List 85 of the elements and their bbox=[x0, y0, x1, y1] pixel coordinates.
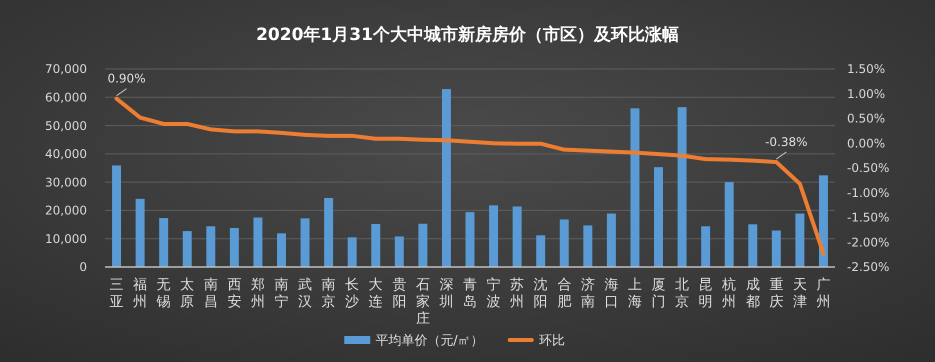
x-tick-label: 合肥 bbox=[557, 277, 572, 310]
bar bbox=[489, 205, 498, 267]
x-tick-label: 福州 bbox=[133, 277, 148, 310]
bar bbox=[371, 224, 380, 267]
x-tick-label: 深圳 bbox=[438, 277, 454, 310]
data-label: 0.90% bbox=[107, 72, 146, 86]
y2-tick-label: 0.50% bbox=[847, 112, 886, 126]
y-tick-label: 20,000 bbox=[45, 204, 87, 218]
legend-label: 平均单价（元/㎡） bbox=[375, 334, 484, 349]
y2-tick-label: -1.00% bbox=[847, 186, 890, 200]
x-tick-label: 上海 bbox=[628, 277, 642, 310]
bar bbox=[277, 233, 286, 267]
y2-tick-label: 1.50% bbox=[847, 62, 886, 76]
x-tick-label: 南京 bbox=[322, 277, 336, 310]
x-tick-label: 青岛 bbox=[463, 277, 477, 310]
x-tick-label: 昆明 bbox=[698, 277, 713, 310]
bar bbox=[159, 218, 168, 267]
y-tick-label: 0 bbox=[79, 260, 87, 274]
bar bbox=[772, 230, 781, 267]
x-tick-label: 郑州 bbox=[250, 277, 265, 310]
bar bbox=[253, 218, 262, 267]
bar bbox=[818, 175, 828, 267]
y-tick-label: 40,000 bbox=[45, 147, 87, 162]
bar bbox=[630, 108, 640, 267]
x-tick-label: 济南 bbox=[580, 277, 595, 310]
bar bbox=[394, 236, 404, 267]
x-tick-label: 重庆 bbox=[769, 277, 784, 310]
bar bbox=[701, 226, 710, 267]
bar bbox=[348, 237, 357, 267]
x-tick-label: 杭州 bbox=[721, 277, 736, 310]
x-tick-label: 沈阳 bbox=[534, 277, 548, 310]
y2-tick-label: 1.00% bbox=[847, 86, 886, 101]
bar bbox=[583, 225, 592, 267]
y2-tick-label: -2.50% bbox=[847, 260, 890, 274]
x-tick-label: 三亚 bbox=[110, 277, 124, 310]
bar bbox=[136, 198, 145, 267]
x-tick-label: 无锡 bbox=[156, 277, 171, 310]
x-tick-label: 厦门 bbox=[652, 277, 666, 310]
x-tick-label: 天津 bbox=[792, 277, 807, 310]
x-tick-label: 大连 bbox=[368, 277, 383, 310]
bar bbox=[442, 89, 451, 267]
x-tick-label: 太原 bbox=[180, 277, 194, 310]
bar bbox=[748, 224, 758, 267]
x-tick-label: 长沙 bbox=[345, 277, 360, 310]
bar bbox=[182, 231, 192, 267]
x-tick-label: 贵阳 bbox=[392, 277, 406, 310]
x-tick-label: 海口 bbox=[604, 277, 618, 310]
x-tick-label: 西安 bbox=[227, 277, 242, 310]
bar bbox=[466, 212, 474, 267]
bar bbox=[230, 228, 239, 267]
y-tick-label: 60,000 bbox=[45, 90, 87, 104]
x-tick-label: 南昌 bbox=[204, 277, 218, 310]
chart-title: 2020年1月31个大中城市新房房价（市区）及环比涨幅 bbox=[256, 25, 679, 45]
y2-tick-label: -2.00% bbox=[847, 235, 890, 250]
x-tick-label: 石家庄 bbox=[416, 277, 430, 327]
x-tick-label: 广州 bbox=[816, 277, 830, 310]
x-tick-label: 南宁 bbox=[274, 277, 288, 310]
bar bbox=[678, 107, 687, 267]
y-tick-label: 10,000 bbox=[45, 232, 87, 246]
bar bbox=[724, 182, 734, 267]
bar bbox=[512, 206, 522, 267]
x-tick-label: 苏州 bbox=[510, 277, 524, 310]
bar bbox=[418, 224, 428, 267]
data-label: -0.38% bbox=[765, 135, 808, 150]
legend-label: 环比 bbox=[538, 334, 565, 349]
bar bbox=[536, 235, 546, 267]
y-tick-label: 50,000 bbox=[45, 118, 87, 133]
y-tick-label: 30,000 bbox=[45, 175, 87, 190]
bar bbox=[795, 214, 804, 267]
line-series bbox=[114, 96, 826, 256]
x-tick-label: 北京 bbox=[675, 277, 690, 310]
bar bbox=[324, 198, 334, 267]
y2-tick-label: 0.00% bbox=[847, 136, 886, 150]
x-tick-label: 武汉 bbox=[298, 277, 312, 310]
y2-tick-label: -1.50% bbox=[847, 210, 890, 225]
bar bbox=[300, 218, 310, 267]
bar bbox=[606, 214, 616, 267]
bar bbox=[654, 167, 663, 267]
x-tick-label: 成都 bbox=[746, 277, 760, 310]
x-tick-label: 宁波 bbox=[486, 277, 501, 310]
bar bbox=[560, 219, 569, 267]
bar bbox=[112, 165, 122, 267]
y-tick-label: 70,000 bbox=[45, 62, 87, 76]
y2-tick-label: -0.50% bbox=[847, 161, 890, 176]
bar bbox=[206, 226, 216, 267]
